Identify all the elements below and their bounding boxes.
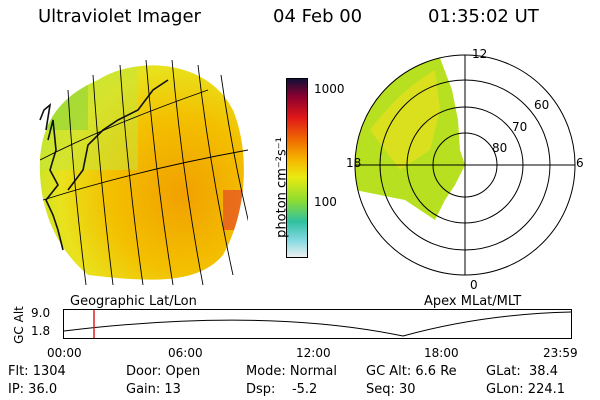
lat-lon-grid	[39, 59, 248, 286]
mlat-label-80: 80	[492, 141, 508, 155]
geographic-image	[39, 59, 248, 286]
timeline-xtick-0600: 06:00	[168, 346, 203, 360]
info-mode: Mode: Normal	[246, 364, 337, 379]
geographic-panel-label: Geographic Lat/Lon	[70, 294, 197, 309]
mlat-label-70: 70	[512, 120, 528, 134]
time-label: 01:35:02 UT	[428, 6, 539, 27]
info-glon: GLon: 224.1	[486, 382, 566, 397]
timeline-ytick-high: 9.0	[31, 306, 51, 320]
coastline	[39, 79, 169, 251]
timeline-xtick-2359: 23:59	[543, 346, 578, 360]
mlt-label-12: 12	[472, 47, 488, 61]
timeline-xtick-1200: 12:00	[296, 346, 331, 360]
mlt-label-6: 6	[576, 156, 584, 170]
altitude-curve	[63, 311, 572, 337]
info-gain: Gain: 13	[126, 382, 181, 397]
polar-plot	[354, 54, 576, 276]
info-dsp: Dsp: -5.2	[246, 382, 318, 397]
info-glat: GLat: 38.4	[486, 364, 558, 379]
info-door: Door: Open	[126, 364, 201, 379]
colorbar-tick-100: 100	[314, 195, 337, 209]
date-label: 04 Feb 00	[273, 6, 363, 27]
timeline-plot	[63, 309, 572, 339]
colorbar	[286, 78, 308, 258]
info-seq: Seq: 30	[366, 382, 416, 397]
polar-panel-label: Apex MLat/MLT	[424, 294, 522, 309]
colorbar-tick-1000: 1000	[314, 82, 345, 96]
timeline-xtick-0000: 00:00	[47, 346, 82, 360]
mlt-label-18: 18	[346, 156, 362, 170]
timeline-ylabel: GC Alt	[12, 306, 26, 344]
timeline-xtick-1800: 18:00	[424, 346, 459, 360]
colorbar-unit-label: photon cm⁻²s⁻¹	[274, 137, 290, 238]
timeline-ytick-low: 1.8	[31, 324, 51, 338]
info-flight: Flt: 1304	[8, 364, 66, 379]
mlat-label-60: 60	[534, 98, 550, 112]
polar-grid	[354, 54, 576, 276]
instrument-title: Ultraviolet Imager	[38, 6, 201, 27]
info-ip: IP: 36.0	[8, 382, 58, 397]
info-gc-alt: GC Alt: 6.6 Re	[366, 364, 457, 379]
mlt-label-0: 0	[470, 278, 478, 292]
